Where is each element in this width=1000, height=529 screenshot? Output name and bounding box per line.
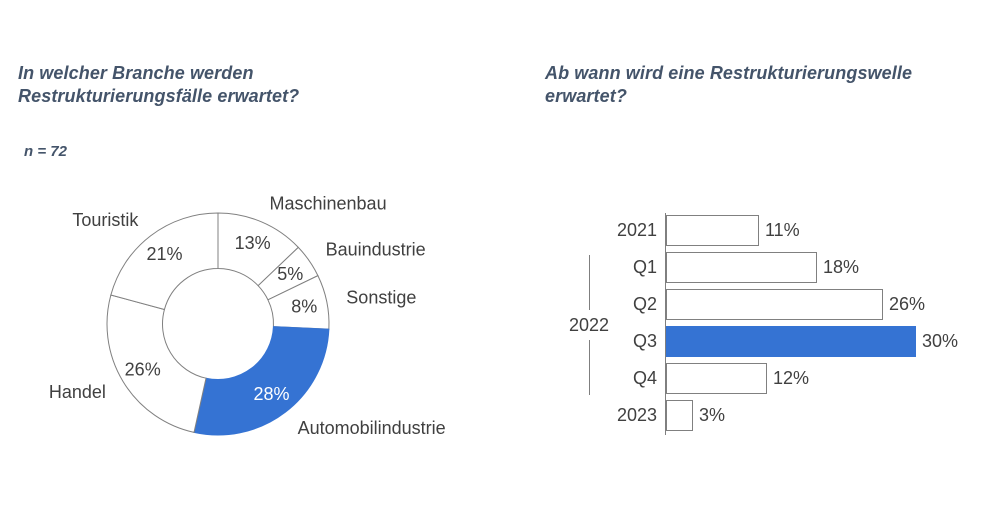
year-group-label: 2022 [568, 315, 610, 335]
donut-segment-automobilindustrie [193, 326, 330, 436]
donut-value-label-bauindustrie: 5% [277, 264, 303, 284]
bar-category-label-q3: Q3 [632, 331, 657, 351]
bar-q3 [666, 326, 916, 357]
bar-value-label-q2: 26% [889, 294, 926, 314]
bar-value-label-2021: 11% [765, 220, 800, 240]
bar-category-label-q4: Q4 [632, 368, 657, 388]
bar-value-label-q4: 12% [773, 368, 810, 388]
bar-chart-title-line2: erwartet? [545, 86, 627, 106]
donut-value-label-handel: 26% [125, 360, 161, 380]
bar-category-label-2023: 2023 [616, 405, 657, 425]
bar-category-label-q2: Q2 [632, 294, 657, 314]
bar-category-label-2021: 2021 [616, 220, 657, 240]
donut-category-label-handel: Handel [49, 382, 106, 402]
year-bracket-line-1 [589, 255, 590, 310]
bar-chart: 2021 11% Q1 18% Q2 26% Q3 30% Q4 12% 2023 3% 2022 [540, 213, 1000, 439]
bar-q2 [666, 289, 883, 320]
bar-q4 [666, 363, 767, 394]
donut-segment-handel [106, 294, 207, 433]
bar-2021 [666, 215, 759, 246]
donut-value-label-touristik: 21% [146, 244, 182, 264]
donut-category-label-automobilindustrie: Automobilindustrie [298, 418, 446, 438]
donut-chart: 13% Maschinenbau 5% Bauindustrie 8% Sonstige 2… [49, 194, 446, 438]
donut-category-label-touristik: Touristik [72, 210, 139, 230]
bar-q1 [666, 252, 817, 283]
donut-chart-title-line1: In welcher Branche werden [18, 63, 254, 83]
sample-size-note: n = 72 [24, 143, 67, 160]
donut-category-label-sonstige: Sonstige [346, 288, 416, 308]
bar-2023 [666, 400, 693, 431]
donut-chart-title: In welcher Branche werden Restrukturieru… [18, 62, 438, 108]
donut-value-label-automobilindustrie: 28% [253, 384, 289, 404]
donut-chart-title-line2: Restrukturierungsfälle erwartet? [18, 86, 300, 106]
year-bracket-line-2 [589, 340, 590, 395]
bar-chart-title-line1: Ab wann wird eine Restrukturierungswelle [545, 63, 913, 83]
donut-category-label-bauindustrie: Bauindustrie [326, 239, 426, 259]
donut-value-label-maschinenbau: 13% [235, 233, 271, 253]
bar-category-label-q1: Q1 [632, 257, 657, 277]
donut-segment-touristik [110, 212, 219, 311]
donut-value-label-sonstige: 8% [291, 296, 317, 316]
donut-category-label-maschinenbau: Maschinenbau [270, 194, 387, 214]
bar-value-label-q1: 18% [823, 257, 860, 277]
bar-chart-title: Ab wann wird eine Restrukturierungswelle… [545, 62, 975, 108]
bar-value-label-q3: 30% [922, 331, 959, 351]
bar-chart-axis [665, 213, 666, 435]
bar-value-label-2023: 3% [699, 405, 726, 425]
